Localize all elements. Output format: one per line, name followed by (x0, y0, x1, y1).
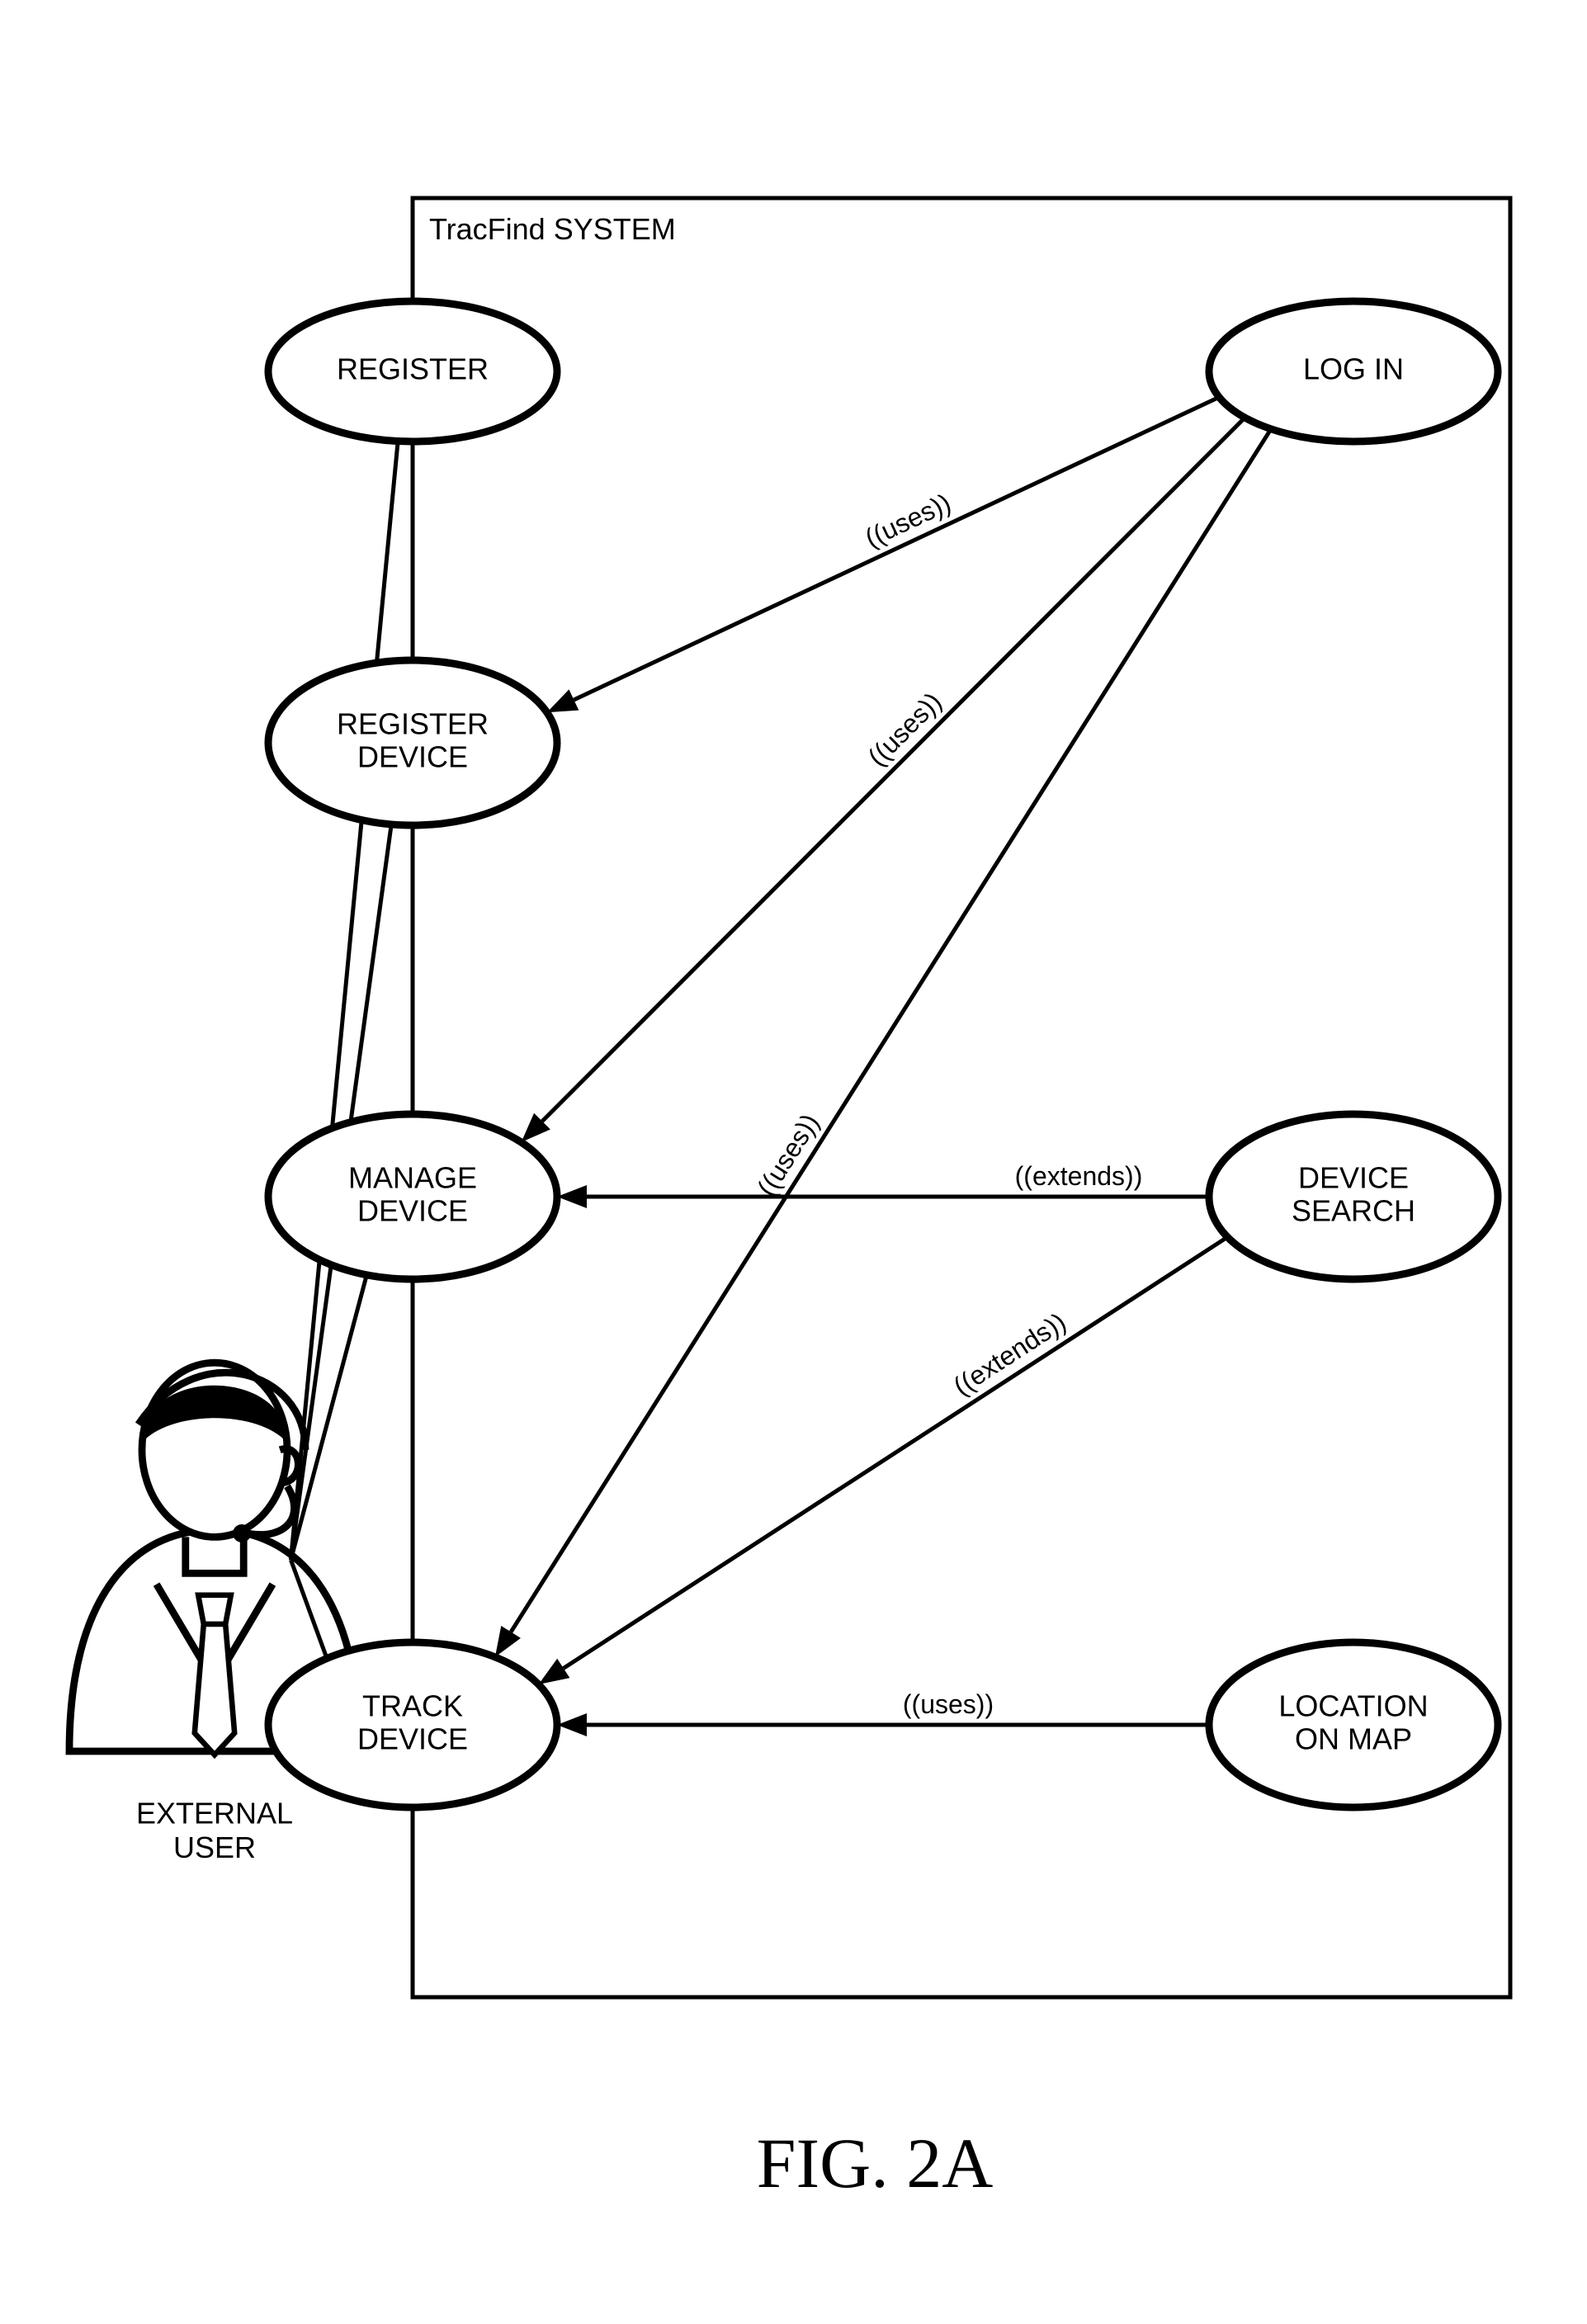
edge-location_on_map-to-track_device (557, 1713, 1209, 1736)
usecase-label: DEVICE (357, 1722, 468, 1755)
usecase-label: TRACK (362, 1689, 463, 1723)
usecase-device_search: DEVICESEARCH (1209, 1114, 1498, 1279)
usecase-manage_device: MANAGEDEVICE (268, 1114, 557, 1279)
usecase-label: REGISTER (337, 707, 489, 741)
system-label: TracFind SYSTEM (429, 212, 676, 246)
usecase-label: LOG IN (1303, 352, 1404, 386)
usecase-label: SEARCH (1292, 1193, 1415, 1227)
edge-label: ((extends)) (1015, 1161, 1143, 1191)
usecase-register_device: REGISTERDEVICE (268, 660, 557, 825)
usecase-label: ON MAP (1295, 1722, 1412, 1755)
usecase-label: DEVICE (357, 739, 468, 773)
usecase-label: DEVICE (1298, 1161, 1409, 1195)
figure-caption: FIG. 2A (757, 2123, 994, 2203)
actor-label: USER (173, 1830, 256, 1864)
actor-edge-register (290, 442, 398, 1560)
actor-label: EXTERNAL (136, 1797, 293, 1830)
edge-log_in-to-track_device (495, 429, 1271, 1657)
usecase-track_device: TRACKDEVICE (268, 1642, 557, 1807)
usecase-label: LOCATION (1278, 1689, 1428, 1723)
usecase-label: DEVICE (357, 1193, 468, 1227)
edge-label: ((extends)) (948, 1306, 1071, 1401)
usecase-register: REGISTER (268, 301, 557, 442)
usecase-label: REGISTER (337, 352, 489, 386)
usecase-log_in: LOG IN (1209, 301, 1498, 442)
usecase-label: MANAGE (348, 1161, 477, 1195)
edge-label: ((uses)) (903, 1689, 994, 1719)
usecase-location_on_map: LOCATIONON MAP (1209, 1642, 1498, 1807)
edge-device_search-to-track_device (539, 1237, 1228, 1684)
edge-log_in-to-register_device (547, 397, 1219, 712)
